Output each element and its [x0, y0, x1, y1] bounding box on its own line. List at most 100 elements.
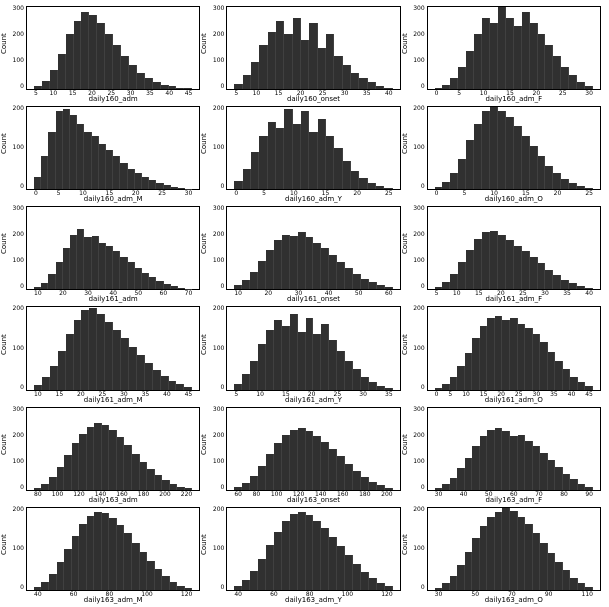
bars-container: [227, 408, 399, 490]
histogram-bar: [234, 586, 242, 590]
histogram-bar: [518, 324, 526, 390]
histogram-bar: [376, 86, 384, 89]
histogram-bar: [533, 446, 541, 490]
histogram-bar: [385, 388, 393, 389]
y-axis-label: Count: [401, 434, 409, 455]
histogram-bar: [555, 361, 563, 390]
histogram-bar: [301, 40, 309, 89]
histogram-bar: [171, 187, 178, 189]
histogram-bar: [510, 511, 518, 590]
histogram-bar: [514, 246, 522, 290]
histogram-bar: [70, 115, 77, 189]
histogram-bar: [58, 351, 66, 390]
histogram-bar: [548, 460, 556, 490]
histogram-bar: [242, 483, 250, 490]
histogram-bar: [480, 326, 488, 390]
histogram-bar: [164, 185, 171, 189]
y-axis-label: Count: [0, 33, 8, 54]
histogram-bar: [502, 320, 510, 390]
histogram-bar: [561, 67, 569, 89]
histogram-bar: [326, 34, 334, 89]
y-ticks: 0100200: [411, 106, 425, 190]
histogram-bar: [345, 555, 353, 590]
histogram-bar: [242, 374, 250, 390]
histogram-bar: [258, 344, 266, 389]
histogram-bar: [274, 320, 282, 390]
plot-area: [226, 6, 400, 90]
y-axis-label: Count: [200, 434, 208, 455]
histogram-bar: [298, 512, 306, 590]
histogram-bar: [282, 521, 290, 590]
y-ticks: 0100200: [210, 306, 224, 390]
histogram-bar: [585, 587, 593, 590]
histogram-bar: [298, 332, 306, 390]
histogram-bar: [147, 561, 155, 590]
histogram-bar: [34, 587, 42, 590]
histogram-bar: [522, 251, 530, 289]
histogram-bar: [84, 132, 91, 190]
histogram-bar: [120, 163, 127, 190]
y-axis-label: Count: [0, 434, 8, 455]
histogram-panel: 0100200300Count6080100120140160180200dai…: [202, 405, 402, 505]
histogram-bar: [290, 514, 298, 590]
histogram-bar: [563, 474, 571, 490]
x-axis-label: daily163_adm_O: [427, 596, 601, 604]
histogram-bar: [343, 161, 351, 190]
histogram-bar: [435, 88, 443, 89]
histogram-bar: [87, 427, 95, 490]
histogram-bar: [121, 338, 129, 389]
histogram-bar: [178, 288, 185, 290]
histogram-bar: [450, 377, 458, 390]
histogram-bar: [450, 576, 458, 590]
histogram-bar: [274, 240, 282, 289]
histogram-bar: [384, 88, 392, 89]
histogram-bar: [89, 308, 97, 389]
bars-container: [428, 207, 600, 289]
plot-area: [427, 306, 601, 390]
histogram-bar: [242, 280, 250, 290]
histogram-bar: [321, 324, 329, 390]
x-axis-label: daily161_onset: [226, 295, 400, 303]
y-ticks: 0100200300: [10, 407, 24, 491]
histogram-bar: [510, 436, 518, 490]
y-axis-label: Count: [0, 234, 8, 255]
histogram-bar: [259, 45, 267, 89]
histogram-bar: [185, 488, 193, 489]
y-axis-label: Count: [401, 334, 409, 355]
x-axis-label: daily163_adm_M: [26, 596, 200, 604]
plot-area: [26, 6, 200, 90]
histogram-bar: [457, 468, 465, 489]
histogram-bar: [109, 518, 117, 590]
histogram-bar: [298, 428, 306, 490]
histogram-bar: [105, 322, 113, 390]
histogram-bar: [106, 150, 113, 189]
histogram-bar: [164, 284, 171, 289]
histogram-bar: [480, 526, 488, 590]
histogram-bar: [149, 180, 156, 189]
bars-container: [227, 207, 399, 289]
histogram-bar: [522, 136, 530, 189]
histogram-bar: [161, 85, 169, 89]
histogram-bar: [377, 386, 385, 390]
histogram-bar: [162, 576, 170, 590]
histogram-bar: [435, 388, 443, 390]
histogram-bar: [545, 270, 553, 290]
histogram-bar: [369, 382, 377, 389]
histogram-bar: [49, 477, 57, 490]
y-axis-label: Count: [0, 133, 8, 154]
histogram-bar: [458, 159, 466, 190]
histogram-bar: [153, 370, 161, 390]
histogram-bar: [34, 177, 41, 189]
histogram-bar: [545, 166, 553, 190]
histogram-panel: 0100200300Count102030405060daily161_onse…: [202, 204, 402, 304]
plot-area: [226, 206, 400, 290]
histogram-bar: [41, 484, 49, 490]
histogram-bar: [94, 512, 102, 590]
histogram-bar: [368, 82, 376, 89]
histogram-bar: [70, 235, 77, 290]
y-axis-label: Count: [200, 534, 208, 555]
histogram-bar: [34, 488, 42, 490]
histogram-bar: [553, 56, 561, 89]
histogram-bar: [56, 111, 63, 189]
histogram-bar: [298, 232, 306, 290]
